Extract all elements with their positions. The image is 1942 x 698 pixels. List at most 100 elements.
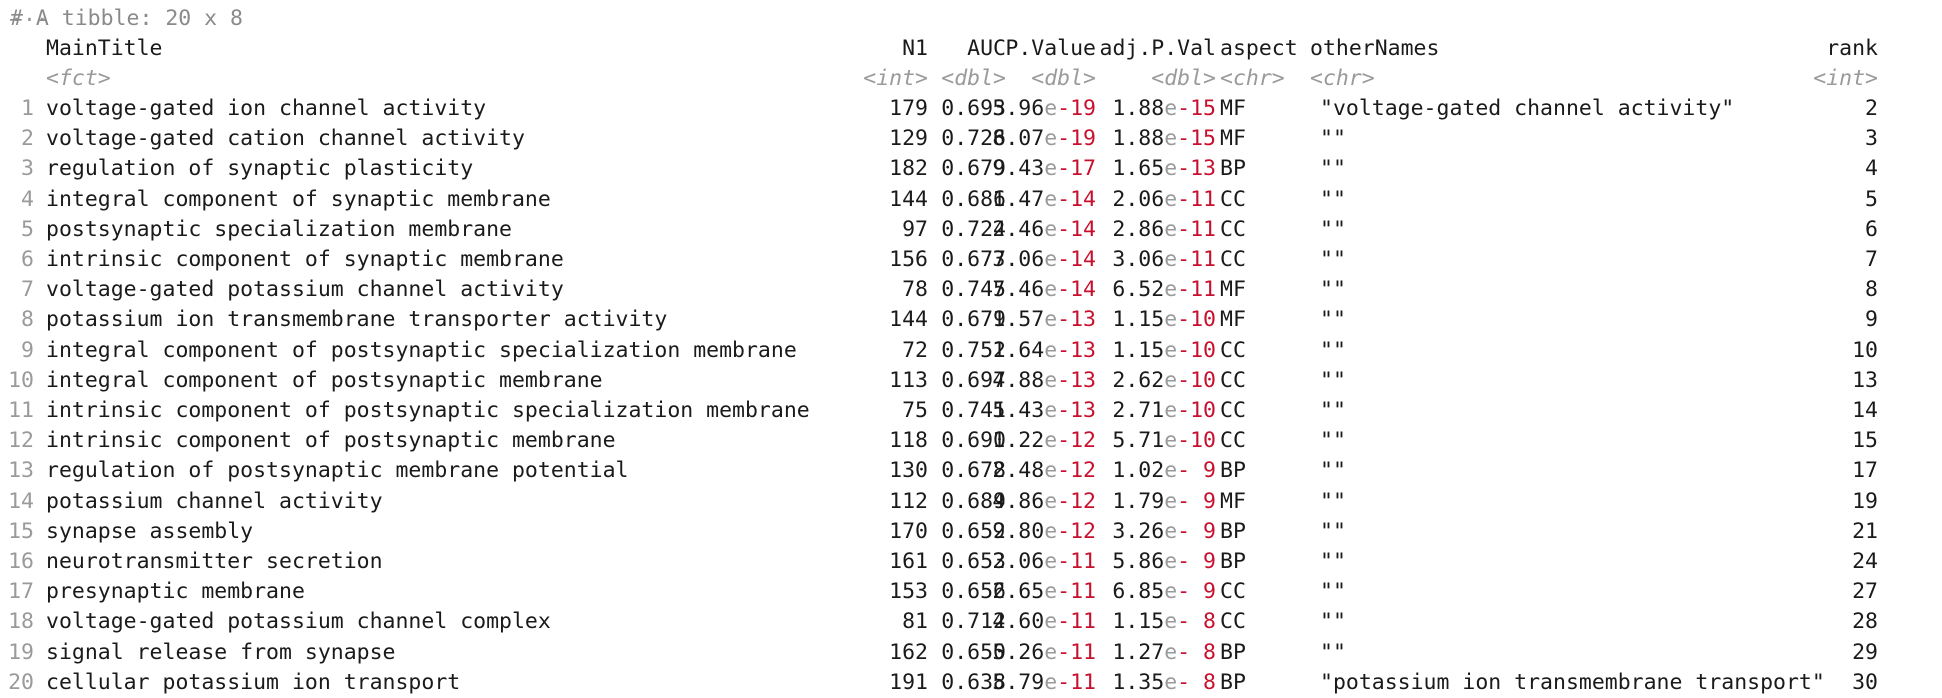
- adjp-mantissa: 1.65: [1112, 156, 1165, 182]
- cell-maintitle: neurotransmitter secretion: [46, 549, 383, 574]
- column-type-maintitle: <fct>: [46, 66, 111, 91]
- pvalue-exponent: -11: [1057, 609, 1096, 635]
- cell-maintitle: intrinsic component of postsynaptic memb…: [46, 428, 616, 454]
- adjp-mantissa: 1.15: [1112, 337, 1165, 363]
- column-header-othernames: otherNames: [1310, 36, 1440, 61]
- cell-auc: 0.679: [941, 156, 1006, 182]
- cell-maintitle: integral component of postsynaptic speci…: [46, 337, 797, 363]
- cell-aspect: MF: [1220, 96, 1246, 121]
- adjp-e: e: [1164, 126, 1178, 152]
- row-index: 8: [21, 307, 34, 333]
- cell-rank: 27: [1852, 579, 1878, 605]
- table-row: 12 intrinsic component of postsynaptic me…: [0, 426, 1942, 456]
- adjp-e: e: [1164, 518, 1178, 544]
- cell-rank: 19: [1852, 488, 1878, 514]
- pvalue-mantissa: 4.60: [992, 609, 1045, 635]
- cell-rank: 29: [1852, 639, 1878, 665]
- pvalue-mantissa: 4.86: [992, 488, 1045, 514]
- cell-maintitle: voltage-gated ion channel activity: [46, 96, 487, 121]
- adjp-e: e: [1164, 428, 1178, 454]
- cell-rank: 24: [1852, 549, 1878, 574]
- cell-othernames: "": [1320, 216, 1346, 242]
- column-header-row: MainTitle N1 AUC P.Value adj.P.Val aspec…: [0, 34, 1942, 64]
- row-index: 4: [21, 186, 34, 212]
- cell-othernames: "": [1320, 337, 1346, 363]
- cell-adjp: 1.79e- 9: [1110, 487, 1216, 517]
- cell-adjp: 1.02e- 9: [1110, 456, 1216, 486]
- row-index: 12: [8, 428, 34, 454]
- cell-adjp: 3.26e- 9: [1110, 517, 1216, 547]
- cell-auc: 0.653: [941, 549, 1006, 574]
- adjp-exponent: -15: [1177, 96, 1216, 121]
- column-type-auc: <dbl>: [941, 66, 1006, 91]
- adjp-e: e: [1164, 186, 1178, 212]
- row-index: 1: [21, 96, 34, 121]
- cell-aspect: MF: [1220, 126, 1246, 152]
- pvalue-e: e: [1044, 609, 1058, 635]
- cell-rank: 7: [1865, 247, 1878, 272]
- cell-adjp: 1.65e-13: [1110, 154, 1216, 184]
- cell-auc: 0.697: [941, 367, 1006, 393]
- adjp-mantissa: 2.62: [1112, 367, 1165, 393]
- pvalue-e: e: [1044, 96, 1058, 121]
- pvalue-mantissa: 9.80: [992, 518, 1045, 544]
- cell-auc: 0.686: [941, 186, 1006, 212]
- row-index: 11: [8, 398, 34, 423]
- cell-auc: 0.689: [941, 488, 1006, 514]
- cell-othernames: "": [1320, 186, 1346, 212]
- table-row: 11 intrinsic component of postsynaptic sp…: [0, 396, 1942, 426]
- cell-aspect: CC: [1220, 609, 1246, 635]
- cell-rank: 2: [1865, 96, 1878, 121]
- adjp-mantissa: 2.71: [1112, 398, 1165, 423]
- adjp-mantissa: 5.86: [1112, 549, 1165, 574]
- table-row: 9 integral component of postsynaptic spec…: [0, 336, 1942, 366]
- cell-adjp: 1.35e- 8: [1110, 668, 1216, 698]
- pvalue-mantissa: 5.79: [992, 669, 1045, 695]
- cell-auc: 0.693: [941, 96, 1006, 121]
- cell-auc: 0.638: [941, 669, 1006, 695]
- adjp-exponent: -15: [1177, 126, 1216, 152]
- pvalue-e: e: [1044, 458, 1058, 484]
- pvalue-mantissa: 1.57: [992, 307, 1045, 333]
- adjp-e: e: [1164, 367, 1178, 393]
- cell-auc: 0.745: [941, 277, 1006, 303]
- pvalue-mantissa: 5.96: [992, 96, 1045, 121]
- cell-aspect: CC: [1220, 398, 1246, 423]
- cell-rank: 15: [1852, 428, 1878, 454]
- tibble-comment-line: # A tibble: 20 x 8: [0, 4, 1942, 34]
- column-type-pvalue: <dbl>: [1031, 66, 1096, 91]
- cell-rank: 3: [1865, 126, 1878, 152]
- pvalue-e: e: [1044, 307, 1058, 333]
- cell-n1: 75: [902, 398, 928, 423]
- cell-othernames: "voltage-gated channel activity": [1320, 96, 1735, 121]
- adjp-mantissa: 2.06: [1112, 186, 1165, 212]
- cell-othernames: "": [1320, 428, 1346, 454]
- pvalue-exponent: -14: [1057, 216, 1096, 242]
- row-index: 9: [21, 337, 34, 363]
- table-row: 3 regulation of synaptic plasticity 182 0.6…: [0, 154, 1942, 184]
- row-index: 19: [8, 639, 34, 665]
- cell-auc: 0.679: [941, 307, 1006, 333]
- cell-pvalue: 2.46e-14: [990, 215, 1096, 245]
- cell-aspect: BP: [1220, 518, 1246, 544]
- adjp-e: e: [1164, 579, 1178, 605]
- cell-aspect: CC: [1220, 428, 1246, 454]
- cell-auc: 0.741: [941, 398, 1006, 423]
- pvalue-exponent: -12: [1057, 428, 1096, 454]
- cell-n1: 118: [889, 428, 928, 454]
- cell-aspect: MF: [1220, 277, 1246, 303]
- adjp-e: e: [1164, 96, 1178, 121]
- cell-auc: 0.678: [941, 458, 1006, 484]
- cell-rank: 4: [1865, 156, 1878, 182]
- adjp-exponent: -11: [1177, 247, 1216, 272]
- pvalue-e: e: [1044, 126, 1058, 152]
- pvalue-exponent: -19: [1057, 126, 1096, 152]
- adjp-exponent: - 9: [1177, 518, 1216, 544]
- row-index: 2: [21, 126, 34, 152]
- cell-rank: 17: [1852, 458, 1878, 484]
- row-index: 16: [8, 549, 34, 574]
- cell-othernames: "": [1320, 458, 1346, 484]
- cell-pvalue: 1.47e-14: [990, 185, 1096, 215]
- column-type-row: <fct> <int> <dbl> <dbl> <dbl> <chr> <chr…: [0, 64, 1942, 94]
- cell-othernames: "": [1320, 518, 1346, 544]
